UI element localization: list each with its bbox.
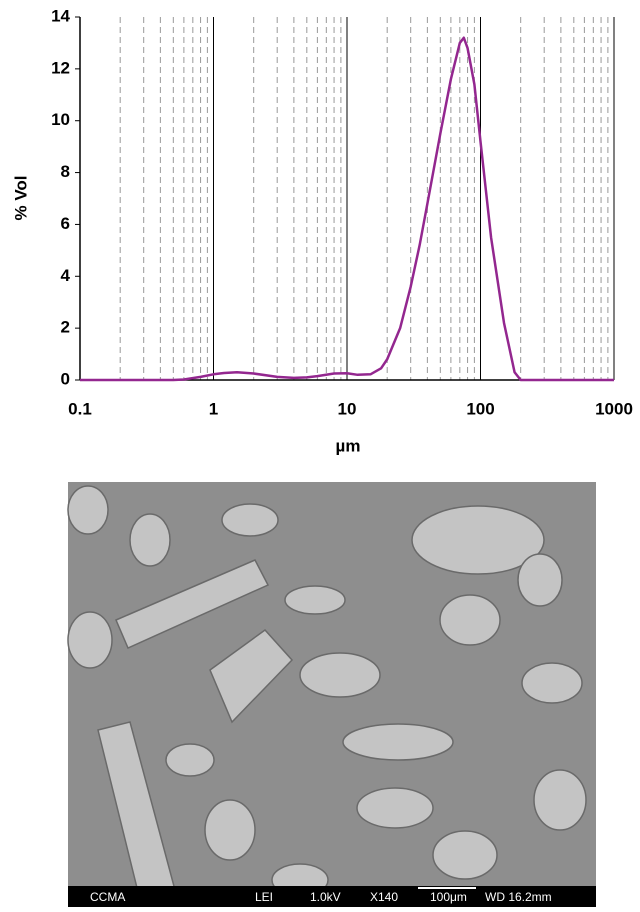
crystal: [521, 662, 583, 704]
crystal: [517, 553, 563, 607]
x-tick-label: 1000: [595, 399, 633, 418]
crystal: [299, 652, 381, 698]
info-bar: [68, 886, 596, 907]
micrograph: [67, 482, 596, 907]
y-tick-label: 0: [61, 369, 70, 388]
crystal: [533, 769, 587, 831]
crystal: [67, 611, 113, 669]
crystal: [284, 585, 346, 615]
y-tick-label: 4: [61, 266, 71, 285]
crystal: [356, 787, 434, 829]
y-tick-label: 8: [61, 162, 70, 181]
x-tick-label: 1: [209, 399, 218, 418]
x-tick-label: 10: [338, 399, 357, 418]
x-axis-label: µm: [336, 436, 361, 455]
y-tick-label: 12: [51, 58, 70, 77]
crystal: [209, 628, 294, 724]
crystal: [67, 485, 109, 535]
x-tick-label: 100: [466, 399, 494, 418]
x-tick-label: 0.1: [68, 399, 92, 418]
micrograph-label: X140: [370, 890, 398, 904]
y-tick-label: 2: [61, 318, 70, 337]
micrograph-label: LEI: [255, 890, 273, 904]
y-tick-label: 6: [61, 214, 70, 233]
crystal: [204, 799, 256, 861]
data-line: [80, 36, 614, 382]
crystal: [432, 830, 498, 880]
y-tick-label: 14: [51, 6, 70, 25]
crystal: [129, 513, 171, 567]
crystal: [165, 743, 215, 777]
crystal: [115, 559, 270, 649]
y-axis-label: % Vol: [11, 175, 30, 220]
micrograph-label: CCMA: [90, 890, 125, 904]
crystal: [221, 503, 279, 537]
micrograph-label: WD 16.2mm: [485, 890, 552, 904]
y-tick-label: 10: [51, 110, 70, 129]
crystal: [342, 723, 454, 761]
micrograph-label: 100μm: [430, 890, 467, 904]
crystal: [411, 505, 545, 575]
micrograph-label: 1.0kV: [310, 890, 341, 904]
crystal: [439, 594, 501, 646]
